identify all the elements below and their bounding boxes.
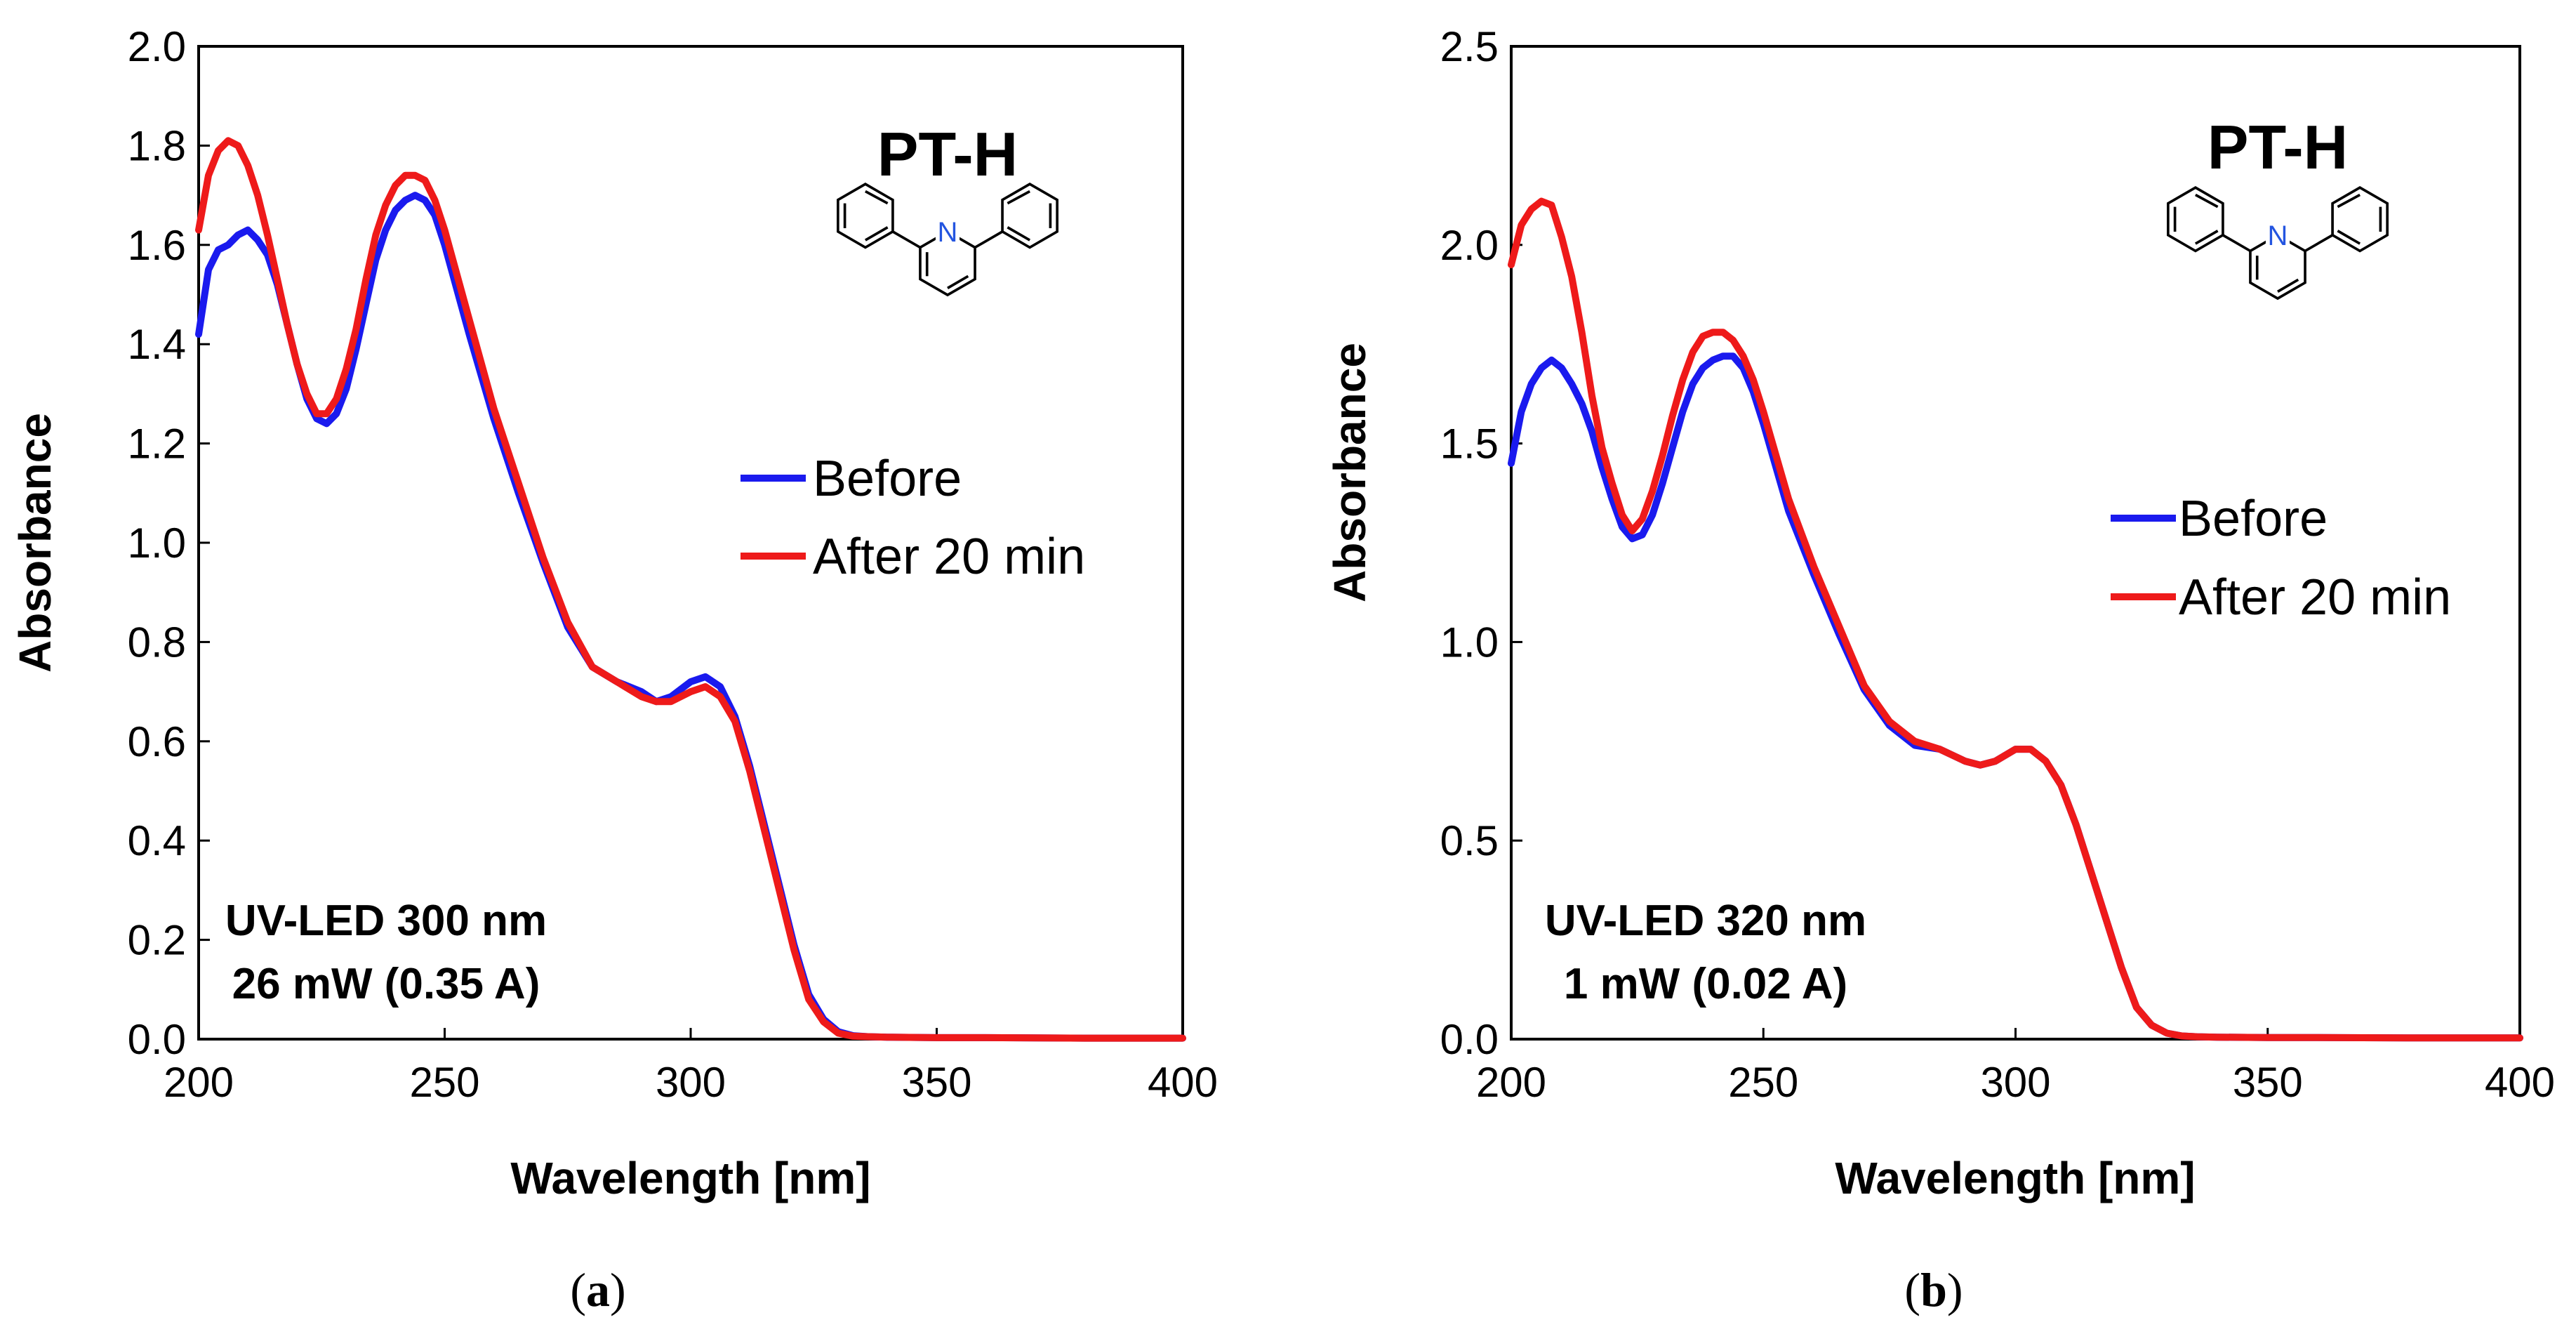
panel-caption: (b) [1904,1263,1963,1316]
compound-name: PT-H [877,119,1018,189]
y-tick-label: 0.0 [128,1016,186,1063]
panel-letter: b [1920,1263,1947,1316]
x-tick-label: 400 [2485,1059,2555,1106]
x-axis-ticks: 200 250 300 350 400 [164,1028,1218,1106]
x-tick-label: 300 [1980,1059,2050,1106]
legend-label-after: After 20 min [2179,569,2451,626]
legend: Before After 20 min [741,451,1085,585]
y-tick-label: 2.0 [128,23,186,70]
molecule-structure-icon [2167,186,2389,301]
y-tick-label: 0.5 [1440,817,1499,864]
x-tick-label: 200 [164,1059,234,1106]
legend: Before After 20 min [2111,491,2451,626]
y-tick-label: 0.6 [128,718,186,765]
y-axis-ticks: 0.0 0.2 0.4 0.6 0.8 1.0 1.2 1.4 1.6 1.8 2.0 [128,23,210,1063]
x-tick-label: 250 [1728,1059,1798,1106]
y-tick-label: 2.0 [1440,222,1499,269]
y-tick-label: 1.2 [128,421,186,468]
x-tick-label: 400 [1148,1059,1218,1106]
y-tick-label: 0.8 [128,619,186,666]
plot-frame [197,45,1184,1041]
y-axis-ticks: 0.0 0.5 1.0 1.5 2.0 2.5 [1440,23,1522,1063]
x-tick-label: 300 [656,1059,726,1106]
panel-letter: a [586,1263,610,1316]
condition-line-1: UV-LED 320 nm [1545,897,1866,945]
legend-label-after: After 20 min [813,529,1085,585]
x-axis-ticks: 200 250 300 350 400 [1476,1028,2555,1106]
x-tick-label: 200 [1476,1059,1546,1106]
condition-line-2: 26 mW (0.35 A) [232,960,540,1008]
plot-frame [1510,45,2521,1041]
series-line-after-20-min [195,137,1186,1042]
y-tick-label: 1.0 [128,520,186,567]
nitrogen-label: N [938,217,958,248]
panel-caption: (a) [570,1263,625,1316]
condition-line-2: 1 mW (0.02 A) [1564,960,1847,1008]
y-tick-label: 0.4 [128,817,186,864]
series-layer [195,137,1186,1042]
x-axis-title: Wavelength [nm] [1835,1153,2195,1203]
y-tick-label: 1.5 [1440,421,1499,468]
panel-b: 0.0 0.5 1.0 1.5 2.0 2.5 200 250 300 350 400 Absor… [1324,23,2555,1316]
x-tick-label: 350 [2233,1059,2303,1106]
y-tick-label: 1.4 [128,321,186,368]
series-layer [1508,197,2523,1042]
y-tick-label: 1.6 [128,222,186,269]
series-line-after-20-min [1508,197,2523,1042]
y-axis-title: Absorbance [1324,343,1375,602]
x-tick-label: 350 [901,1059,971,1106]
y-tick-label: 0.0 [1440,1016,1499,1063]
y-tick-label: 2.5 [1440,23,1499,70]
x-tick-label: 250 [409,1059,479,1106]
y-axis-title: Absorbance [10,413,60,673]
compound-name: PT-H [2207,112,2348,182]
y-tick-label: 0.2 [128,917,186,964]
y-tick-label: 1.0 [1440,619,1499,666]
y-tick-label: 1.8 [128,122,186,169]
nitrogen-label: N [2268,220,2288,251]
x-axis-title: Wavelength [nm] [510,1153,870,1203]
legend-label-before: Before [2179,491,2328,547]
legend-label-before: Before [813,451,962,507]
panel-a: 0.0 0.2 0.4 0.6 0.8 1.0 1.2 1.4 1.6 1.8 2.0 200 250… [10,23,1218,1316]
condition-line-1: UV-LED 300 nm [225,897,547,945]
molecule-structure-icon [837,183,1058,297]
